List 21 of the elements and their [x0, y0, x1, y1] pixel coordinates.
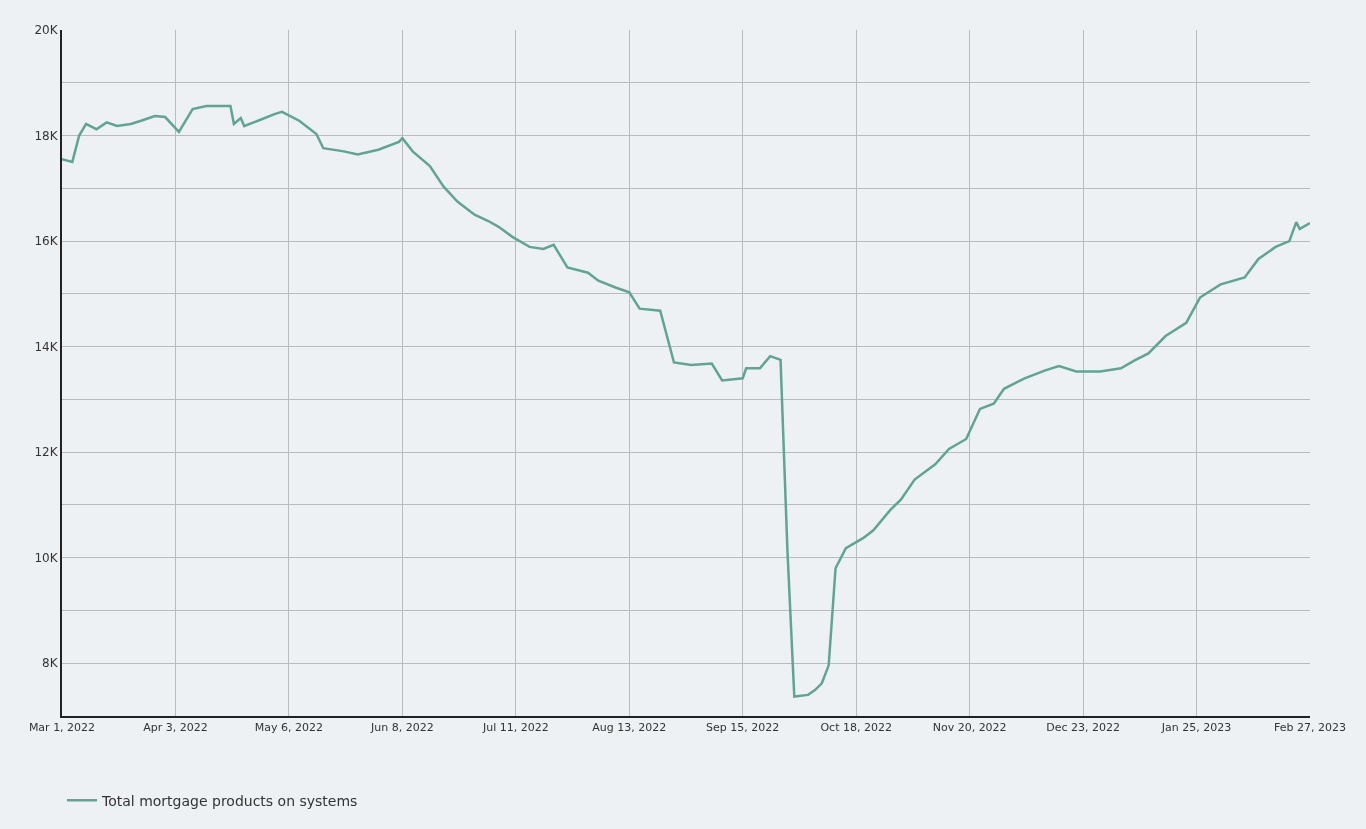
- x-tick-label: Oct 18, 2022: [820, 721, 892, 735]
- x-tick-label: Dec 23, 2022: [1046, 721, 1120, 735]
- line-series: [62, 104, 1310, 698]
- x-tick-label: Jul 11, 2022: [481, 721, 549, 735]
- x-tick-label: Apr 3, 2022: [143, 721, 208, 735]
- x-tick-label: Aug 13, 2022: [592, 721, 667, 735]
- x-tick-label: Sep 15, 2022: [706, 721, 780, 735]
- x-tick-label: Mar 1, 2022: [28, 721, 96, 735]
- y-tick-label: 12K: [34, 445, 59, 460]
- y-tick-label: 16K: [34, 234, 59, 249]
- y-tick-label: 14K: [34, 339, 59, 354]
- x-tick-label: Feb 27, 2023: [1274, 721, 1346, 735]
- y-tick-label: 20K: [34, 23, 59, 38]
- x-tick-label: Jan 25, 2023: [1160, 721, 1232, 735]
- legend-label: Total mortgage products on systems: [101, 792, 358, 809]
- x-tick-label: Nov 20, 2022: [932, 721, 1007, 735]
- x-tick-label: May 6, 2022: [254, 721, 324, 735]
- y-tick-label: 10K: [34, 550, 59, 565]
- x-tick-label: Jun 8, 2022: [370, 721, 434, 735]
- y-tick-label: 8K: [42, 656, 59, 671]
- y-tick-label: 18K: [34, 128, 59, 143]
